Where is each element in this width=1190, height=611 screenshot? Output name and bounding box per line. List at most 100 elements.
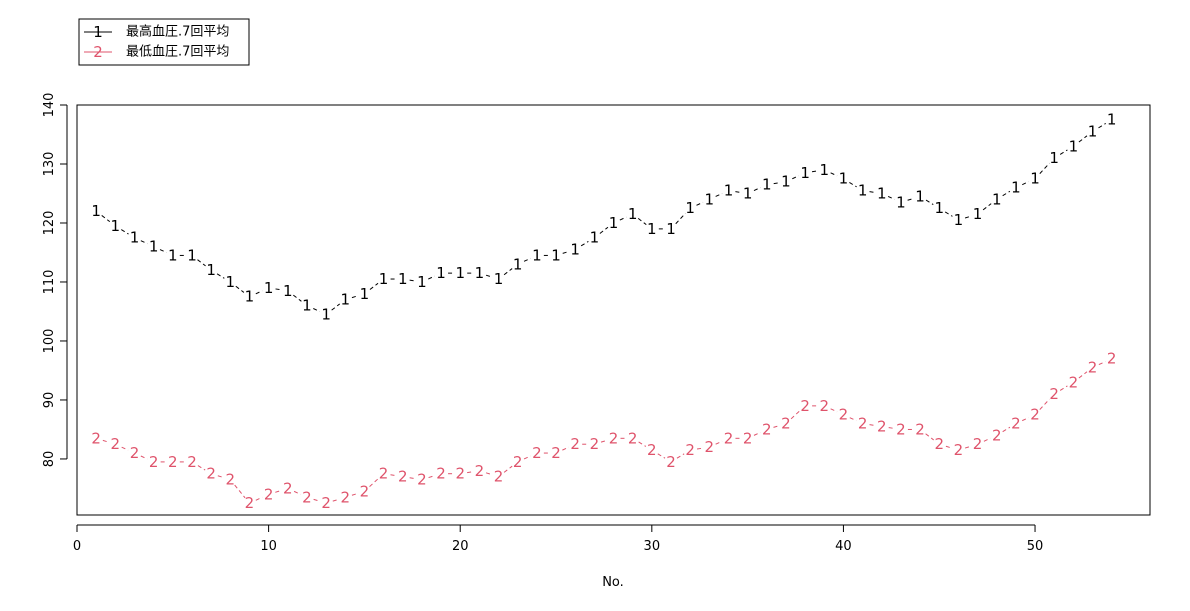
- series-2-segment: [1039, 398, 1050, 410]
- series-2-point-48: 2: [992, 426, 1002, 444]
- legend-label-1: 最高血圧.7回平均: [126, 24, 229, 40]
- series-1-point-24: 1: [532, 246, 542, 264]
- series-2-point-15: 2: [360, 482, 370, 500]
- series-1-point-48: 1: [992, 190, 1002, 208]
- series-2-point-52: 2: [1069, 373, 1079, 391]
- series-2-point-36: 2: [762, 420, 772, 438]
- series-1-point-47: 1: [973, 205, 983, 223]
- series-2-point-7: 2: [206, 465, 216, 483]
- series-1-segment: [293, 294, 302, 302]
- x-tick-label-0: 0: [73, 539, 81, 554]
- series-1-segment: [599, 226, 609, 234]
- series-1-point-16: 1: [379, 270, 389, 288]
- series-1-segment: [140, 240, 148, 245]
- series-1-point-6: 1: [187, 246, 197, 264]
- series-2-segment: [1022, 417, 1029, 422]
- series-1-point-9: 1: [245, 288, 255, 306]
- series-1-segment: [887, 195, 895, 200]
- series-2-point-1: 2: [91, 429, 101, 447]
- series-1-segment: [811, 170, 818, 173]
- series-1-point-25: 1: [551, 246, 561, 264]
- series-2-point-31: 2: [666, 453, 676, 471]
- series-1-segment: [351, 295, 358, 299]
- series-2-point-20: 2: [455, 465, 465, 483]
- series-1-point-13: 1: [321, 305, 331, 323]
- y-tick-label-5: 130: [42, 152, 57, 177]
- series-2-point-45: 2: [934, 435, 944, 453]
- series-1-point-28: 1: [609, 214, 619, 232]
- series-2-point-41: 2: [858, 415, 868, 433]
- y-tick-label-1: 90: [42, 392, 57, 409]
- series-2-point-50: 2: [1030, 406, 1040, 424]
- series-2-segment: [849, 417, 857, 422]
- series-1-segment: [331, 303, 341, 311]
- series-1-point-10: 1: [264, 279, 274, 297]
- series-2-point-16: 2: [379, 465, 389, 483]
- series-2-point-27: 2: [590, 435, 600, 453]
- series-2-point-5: 2: [168, 453, 178, 471]
- series-2-segment: [467, 471, 473, 474]
- series-1-segment: [715, 193, 723, 197]
- series-2-point-32: 2: [685, 441, 695, 459]
- series-2-point-39: 2: [819, 397, 829, 415]
- series-2-segment: [657, 453, 666, 459]
- y-tick-label-3: 110: [42, 270, 57, 295]
- legend-box: [78, 18, 250, 66]
- series-1-point-27: 1: [590, 229, 600, 247]
- series-1-point-20: 1: [455, 264, 465, 282]
- series-2-segment: [485, 472, 492, 476]
- series-1-point-31: 1: [666, 220, 676, 238]
- series-2-segment: [390, 474, 396, 477]
- series-1-point-15: 1: [360, 285, 370, 303]
- series-2-segment: [121, 446, 129, 451]
- series-2-segment: [925, 433, 934, 441]
- series-2-point-25: 2: [551, 444, 561, 462]
- series-2-point-42: 2: [877, 418, 887, 436]
- series-1-point-32: 1: [685, 199, 695, 217]
- series-2-point-17: 2: [398, 468, 408, 486]
- series-2-point-38: 2: [800, 397, 810, 415]
- series-1-point-18: 1: [417, 273, 427, 291]
- series-2-segment: [753, 431, 761, 436]
- series-1-point-26: 1: [570, 241, 580, 259]
- series-1-point-34: 1: [724, 182, 734, 200]
- series-2-point-19: 2: [436, 465, 446, 483]
- x-axis-label: No.: [602, 575, 624, 590]
- series-1-segment: [313, 308, 320, 312]
- series-2-segment: [715, 440, 723, 445]
- series-1-point-29: 1: [628, 205, 638, 223]
- series-1-point-7: 1: [206, 261, 216, 279]
- series-1-point-5: 1: [168, 246, 178, 264]
- series-2-segment: [503, 465, 513, 473]
- series-2-segment: [523, 455, 531, 460]
- series-2-point-47: 2: [973, 435, 983, 453]
- series-1-point-11: 1: [283, 282, 293, 300]
- series-2-point-13: 2: [321, 494, 331, 512]
- x-tick-label-5: 50: [1027, 539, 1044, 554]
- series-2-point-54: 2: [1107, 350, 1117, 368]
- series-1-point-12: 1: [302, 297, 312, 315]
- plot-frame: [76, 104, 1151, 516]
- series-2-point-4: 2: [149, 453, 159, 471]
- series-2-point-33: 2: [705, 438, 715, 456]
- series-1-point-22: 1: [494, 270, 504, 288]
- series-2-segment: [790, 410, 801, 420]
- series-2-segment: [409, 477, 416, 480]
- series-2-segment: [351, 492, 358, 496]
- series-1-segment: [523, 257, 531, 262]
- series-2-segment: [830, 408, 838, 413]
- series-2-segment: [217, 475, 224, 479]
- series-1-point-52: 1: [1069, 137, 1079, 155]
- series-1-segment: [1098, 122, 1106, 129]
- series-1-segment: [1078, 135, 1088, 143]
- series-2-segment: [888, 427, 895, 429]
- series-1-segment: [849, 181, 857, 188]
- legend-label-2: 最低血圧.7回平均: [126, 45, 229, 60]
- series-2-point-51: 2: [1049, 385, 1059, 403]
- series-1-segment: [944, 211, 953, 217]
- series-1-point-19: 1: [436, 264, 446, 282]
- series-2-point-43: 2: [896, 420, 906, 438]
- series-1-point-53: 1: [1088, 123, 1098, 141]
- series-1-segment: [580, 240, 589, 247]
